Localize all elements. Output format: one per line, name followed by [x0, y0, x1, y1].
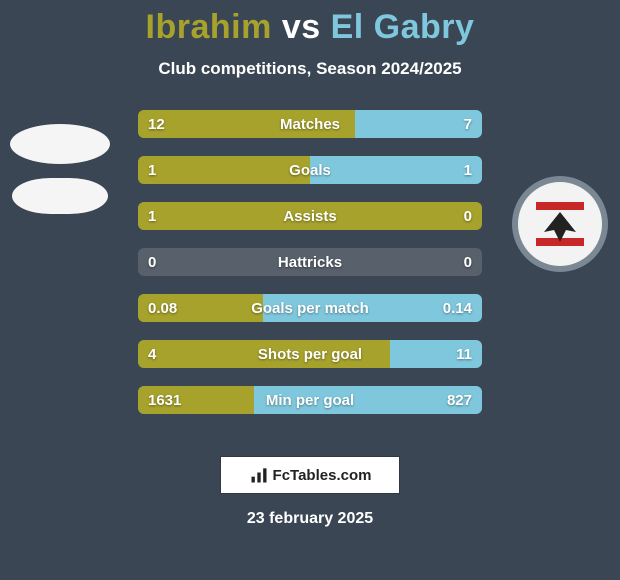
- footer-logo-text: FcTables.com: [273, 467, 372, 484]
- subtitle: Club competitions, Season 2024/2025: [0, 59, 620, 79]
- footer-date: 23 february 2025: [0, 510, 620, 528]
- stat-row: 411Shots per goal: [138, 340, 482, 368]
- eagle-crest-icon: [530, 194, 590, 254]
- stat-row: 1631827Min per goal: [138, 386, 482, 414]
- stat-row: 127Matches: [138, 110, 482, 138]
- stat-bar-right: [254, 386, 482, 414]
- stat-row: 0.080.14Goals per match: [138, 294, 482, 322]
- stat-value-left: 0: [148, 248, 156, 276]
- stat-bar-left: [138, 202, 482, 230]
- stat-bar-left: [138, 110, 355, 138]
- comparison-chart: 127Matches 11Goals 10Assists 0 0Hattricks 0.0…: [0, 110, 620, 432]
- stat-bar-right: [263, 294, 482, 322]
- stat-row: 10Assists: [138, 202, 482, 230]
- page-title: Ibrahim vs El Gabry: [0, 0, 620, 47]
- fctables-logo[interactable]: FcTables.com: [220, 456, 400, 494]
- stat-bar-left: [138, 156, 310, 184]
- stat-label: Hattricks: [138, 248, 482, 276]
- stat-row: 0 0Hattricks: [138, 248, 482, 276]
- stat-bar-right: [390, 340, 482, 368]
- club-badge-left-2: [12, 178, 108, 214]
- stat-value-right: 0: [464, 248, 472, 276]
- club-badge-right: [512, 176, 608, 272]
- title-player2: El Gabry: [331, 8, 475, 46]
- stat-bar-right: [310, 156, 482, 184]
- title-player1: Ibrahim: [146, 8, 272, 46]
- stat-row: 11Goals: [138, 156, 482, 184]
- club-badge-left-1: [10, 124, 110, 164]
- stat-bar-left: [138, 294, 263, 322]
- bars-icon: [249, 465, 269, 485]
- stat-bar-right: [355, 110, 482, 138]
- stat-bar-left: [138, 386, 254, 414]
- title-vs: vs: [282, 8, 321, 46]
- stat-bar-left: [138, 340, 390, 368]
